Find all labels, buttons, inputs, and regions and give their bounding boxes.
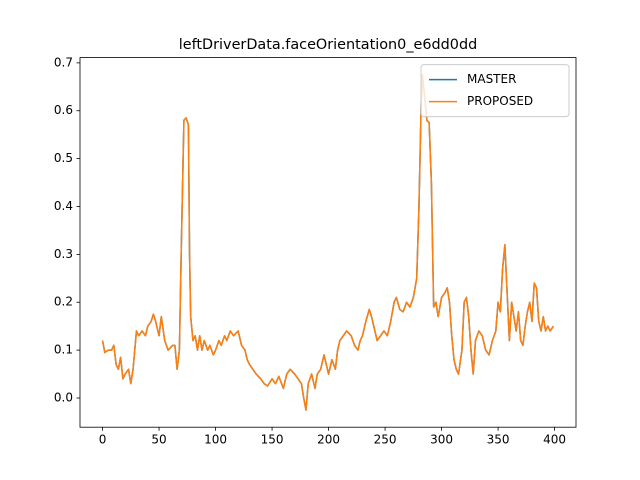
y-tick-label: 0.1 [54, 343, 73, 357]
x-tick-label: 100 [204, 433, 227, 447]
x-tick-label: 300 [430, 433, 453, 447]
y-tick-label: 0.7 [54, 55, 73, 69]
y-tick-label: 0.4 [54, 199, 73, 213]
x-tick-label: 150 [261, 433, 284, 447]
y-tick-label: 0.3 [54, 247, 73, 261]
axes-frame [79, 57, 577, 428]
x-tick-label: 0 [99, 433, 107, 447]
legend-label: MASTER [467, 72, 516, 86]
y-tick-label: 0.0 [54, 390, 73, 404]
y-tick-label: 0.2 [54, 295, 73, 309]
y-tick-label: 0.6 [54, 103, 73, 117]
y-tick-label: 0.5 [54, 151, 73, 165]
x-tick-label: 200 [317, 433, 340, 447]
x-tick-label: 50 [151, 433, 166, 447]
chart-title: leftDriverData.faceOrientation0_e6dd0dd [179, 37, 477, 53]
x-tick-label: 400 [543, 433, 566, 447]
legend-label: PROPOSED [467, 94, 533, 108]
legend-box [420, 64, 570, 118]
x-tick-label: 350 [487, 433, 510, 447]
x-tick-label: 250 [374, 433, 397, 447]
series-line [101, 74, 555, 411]
